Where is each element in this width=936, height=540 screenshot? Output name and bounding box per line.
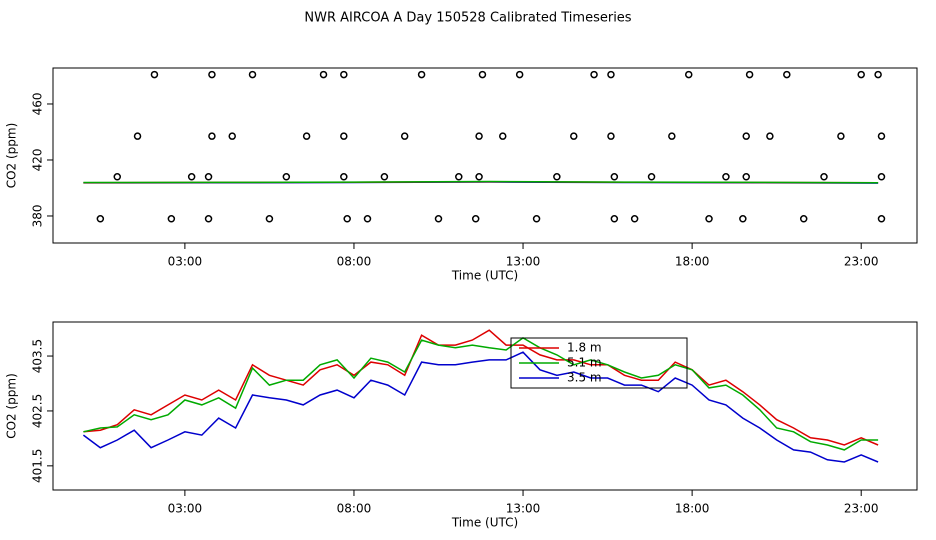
y-tick-label: 460	[31, 93, 45, 116]
data-point	[400, 132, 409, 140]
x-axis-label: Time (UTC)	[451, 516, 518, 530]
data-line	[83, 180, 879, 184]
data-point	[150, 70, 159, 79]
page-title: NWR AIRCOA A Day 150528 Calibrated Times…	[304, 11, 631, 26]
data-point	[265, 215, 274, 223]
plot-frame	[52, 321, 918, 491]
x-tick-label: 23:00	[844, 502, 879, 516]
data-point	[417, 70, 426, 79]
data-point	[607, 70, 615, 79]
y-tick-label: 403.5	[31, 339, 45, 373]
data-point	[647, 173, 656, 181]
data-point	[248, 70, 257, 79]
x-tick-label: 13:00	[506, 255, 541, 269]
data-point	[204, 173, 213, 181]
data-point	[607, 132, 615, 140]
data-point	[837, 132, 845, 140]
data-point	[96, 215, 105, 223]
data-point	[610, 173, 619, 181]
data-point	[340, 132, 348, 140]
data-point	[340, 173, 348, 181]
data-line	[83, 337, 879, 451]
data-point	[877, 132, 886, 140]
legend-label: 3.5 m	[567, 371, 602, 385]
data-point	[319, 70, 328, 79]
x-tick-label: 13:00	[506, 502, 541, 516]
data-point	[553, 173, 561, 181]
data-point	[478, 70, 487, 79]
y-tick-label: 420	[31, 149, 45, 172]
data-point	[610, 215, 619, 223]
data-point	[475, 132, 483, 140]
data-line	[83, 329, 879, 446]
data-point	[363, 215, 372, 223]
x-tick-label: 18:00	[675, 255, 710, 269]
data-point	[499, 132, 507, 140]
data-point	[877, 215, 886, 223]
y-axis-label: CO2 (ppm)	[5, 123, 19, 189]
data-point	[208, 132, 216, 140]
data-point	[532, 215, 541, 223]
data-point	[877, 173, 886, 181]
data-point	[630, 215, 639, 223]
x-tick-label: 03:00	[168, 255, 203, 269]
data-point	[874, 70, 882, 79]
data-point	[471, 215, 480, 223]
data-point	[515, 70, 524, 79]
x-tick-label: 03:00	[168, 502, 203, 516]
data-point	[282, 173, 291, 181]
data-point	[570, 132, 578, 140]
data-point	[340, 70, 348, 79]
data-point	[820, 173, 828, 181]
legend-frame	[510, 337, 688, 389]
data-point	[799, 215, 808, 223]
data-point	[204, 215, 213, 223]
y-axis-label: CO2 (ppm)	[5, 373, 19, 439]
data-point	[434, 215, 443, 223]
data-point	[455, 173, 463, 181]
y-tick-label: 402.5	[31, 394, 45, 428]
legend-label: 1.8 m	[567, 341, 602, 355]
data-point	[187, 173, 196, 181]
data-point	[742, 173, 750, 181]
y-tick-label: 401.5	[31, 449, 45, 483]
data-point	[228, 132, 236, 140]
data-point	[705, 215, 713, 223]
y-tick-label: 380	[31, 205, 45, 228]
data-point	[113, 173, 122, 181]
data-point	[783, 70, 791, 79]
data-point	[343, 215, 351, 223]
data-point	[668, 132, 676, 140]
x-tick-label: 08:00	[337, 502, 372, 516]
data-point	[684, 70, 693, 79]
plot-frame	[52, 67, 918, 244]
x-axis-label: Time (UTC)	[451, 269, 518, 283]
data-point	[766, 132, 774, 140]
legend-label: 5.1 m	[567, 356, 602, 370]
data-point	[739, 215, 747, 223]
data-point	[475, 173, 483, 181]
data-point	[722, 173, 730, 181]
x-tick-label: 18:00	[675, 502, 710, 516]
x-tick-label: 23:00	[844, 255, 879, 269]
x-tick-label: 08:00	[337, 255, 372, 269]
data-point	[167, 215, 176, 223]
data-line	[82, 351, 879, 463]
data-point	[133, 132, 142, 140]
data-point	[742, 132, 750, 140]
data-point	[745, 70, 754, 79]
data-point	[208, 70, 216, 79]
data-point	[857, 70, 865, 79]
data-point	[590, 70, 598, 79]
data-point	[302, 132, 311, 140]
data-point	[380, 173, 389, 181]
